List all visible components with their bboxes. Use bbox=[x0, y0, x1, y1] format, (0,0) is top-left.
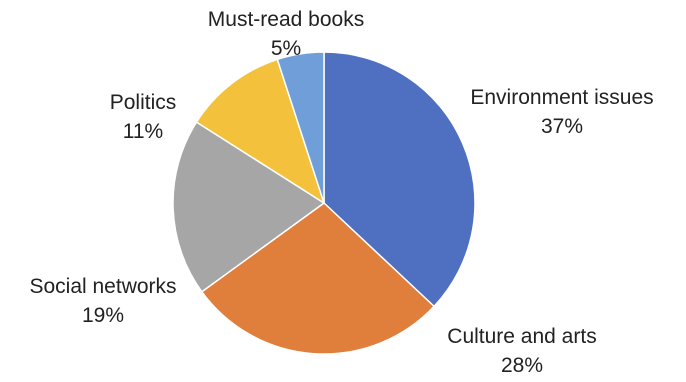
pie-slice-books bbox=[276, 51, 325, 204]
slice-percent: 28% bbox=[501, 354, 543, 377]
slice-name: Environment issues bbox=[470, 86, 653, 109]
slice-percent: 19% bbox=[82, 304, 124, 327]
slice-name: Must-read books bbox=[208, 8, 364, 31]
slice-name: Culture and arts bbox=[447, 325, 596, 348]
pie-slice-environment bbox=[323, 51, 476, 308]
slice-label-social: Social networks 19% bbox=[29, 275, 176, 327]
pie-slice-culture bbox=[200, 202, 436, 355]
slice-percent: 37% bbox=[541, 115, 583, 138]
slice-label-books: Must-read books 5% bbox=[208, 8, 364, 60]
slice-label-culture: Culture and arts 28% bbox=[447, 325, 596, 377]
slice-name: Politics bbox=[110, 91, 177, 114]
slice-label-politics: Politics 11% bbox=[110, 91, 177, 143]
pie-slice-politics bbox=[195, 58, 326, 205]
slice-label-environment: Environment issues 37% bbox=[470, 86, 653, 138]
slice-name: Social networks bbox=[29, 275, 176, 298]
pie-slices bbox=[172, 51, 476, 355]
slice-percent: 11% bbox=[123, 120, 163, 143]
slice-percent: 5% bbox=[271, 37, 301, 60]
pie-slice-social bbox=[172, 121, 326, 293]
